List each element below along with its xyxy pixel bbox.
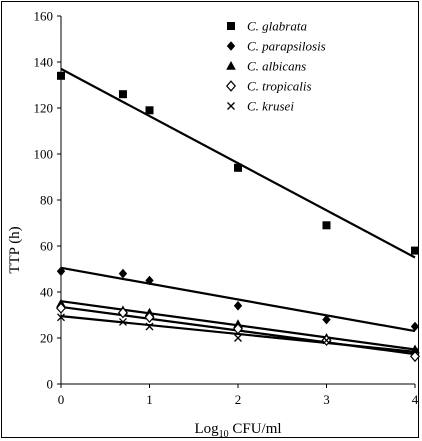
legend-label: C. albicans (247, 59, 306, 74)
point-square (322, 221, 331, 230)
point-diamond (410, 321, 420, 332)
axes: 0 20 40 60 80 100 120 140 160 0 1 2 3 4 (34, 9, 419, 408)
point-cross (145, 322, 154, 331)
point-cross (234, 334, 242, 342)
x-tick-label: 3 (323, 392, 330, 407)
point-triangle (410, 344, 420, 354)
y-axis-title: TTP (h) (7, 226, 23, 273)
legend-label: C. krusei (247, 99, 294, 114)
x-tick-label: 2 (235, 392, 242, 407)
y-tick-label: 60 (40, 239, 53, 254)
fit-line-diamond (60, 266, 416, 333)
point-open-diamond (117, 306, 128, 319)
x-tick-label: 4 (412, 392, 419, 407)
y-tick-label: 100 (34, 147, 54, 162)
point-cross (322, 336, 331, 345)
x-tick-label: 0 (58, 392, 65, 407)
point-open-diamond (56, 302, 66, 314)
legend-label: C. parapsilosis (247, 39, 326, 54)
x-axis-title-main: Log (194, 421, 219, 437)
legend-marker-square (227, 22, 235, 30)
point-open-diamond (233, 323, 243, 335)
x-axis-title-sub: 10 (219, 429, 229, 440)
point-cross (411, 347, 419, 356)
fit-line-square (60, 67, 416, 259)
legend-label: C. glabrata (247, 19, 307, 34)
legend: C. glabrata C. parapsilosis C. albicans C. … (226, 19, 326, 114)
legend-marker-open-diamond (226, 80, 236, 92)
y-tick-label: 140 (34, 55, 54, 70)
fit-lines (60, 67, 416, 356)
point-square (145, 106, 154, 115)
legend-marker-triangle (226, 61, 236, 70)
y-tick-label: 120 (34, 101, 54, 116)
point-cross (118, 317, 127, 326)
x-axis-title-rest: CFU/ml (229, 421, 282, 437)
point-diamond (145, 275, 154, 286)
legend-label: C. tropicalis (247, 79, 312, 94)
x-tick-label: 1 (146, 392, 153, 407)
y-tick-label: 20 (40, 331, 53, 346)
point-square (57, 71, 65, 80)
y-tick-label: 160 (34, 9, 54, 24)
point-diamond (56, 266, 66, 277)
y-tick-label: 80 (40, 193, 53, 208)
y-tick-label: 40 (40, 285, 53, 300)
x-axis-title: Log10 CFU/ml (194, 421, 281, 440)
legend-marker-cross (227, 102, 235, 110)
point-diamond (118, 268, 128, 279)
y-tick-label: 0 (47, 377, 54, 392)
point-open-diamond (144, 311, 155, 324)
data-points (56, 71, 420, 363)
point-square (411, 246, 419, 255)
point-diamond (322, 314, 331, 325)
point-square (234, 163, 242, 172)
point-diamond (233, 301, 243, 311)
legend-marker-diamond (226, 41, 236, 51)
point-square (118, 90, 127, 99)
point-cross (57, 313, 65, 322)
